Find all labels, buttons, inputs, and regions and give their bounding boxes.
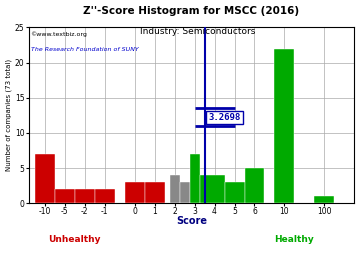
Bar — [244, 168, 265, 203]
Bar — [75, 189, 95, 203]
Bar — [125, 182, 145, 203]
Bar — [180, 182, 189, 203]
Title: Z''-Score Histogram for MSCC (2016): Z''-Score Histogram for MSCC (2016) — [84, 6, 300, 16]
Text: The Research Foundation of SUNY: The Research Foundation of SUNY — [31, 47, 138, 52]
Bar — [225, 182, 244, 203]
X-axis label: Score: Score — [176, 216, 207, 226]
Y-axis label: Number of companies (73 total): Number of companies (73 total) — [5, 59, 12, 171]
Text: ©www.textbiz.org: ©www.textbiz.org — [31, 31, 87, 37]
Bar — [35, 154, 55, 203]
Bar — [55, 189, 75, 203]
Text: Industry: Semiconductors: Industry: Semiconductors — [140, 27, 256, 36]
Bar — [204, 175, 225, 203]
Bar — [189, 154, 199, 203]
Text: Unhealthy: Unhealthy — [48, 235, 101, 244]
Bar — [274, 49, 294, 203]
Bar — [199, 175, 210, 203]
Bar — [170, 175, 180, 203]
Bar — [95, 189, 114, 203]
Bar — [145, 182, 165, 203]
Text: Healthy: Healthy — [275, 235, 314, 244]
Bar — [315, 196, 334, 203]
Text: 3.2698: 3.2698 — [208, 113, 241, 122]
